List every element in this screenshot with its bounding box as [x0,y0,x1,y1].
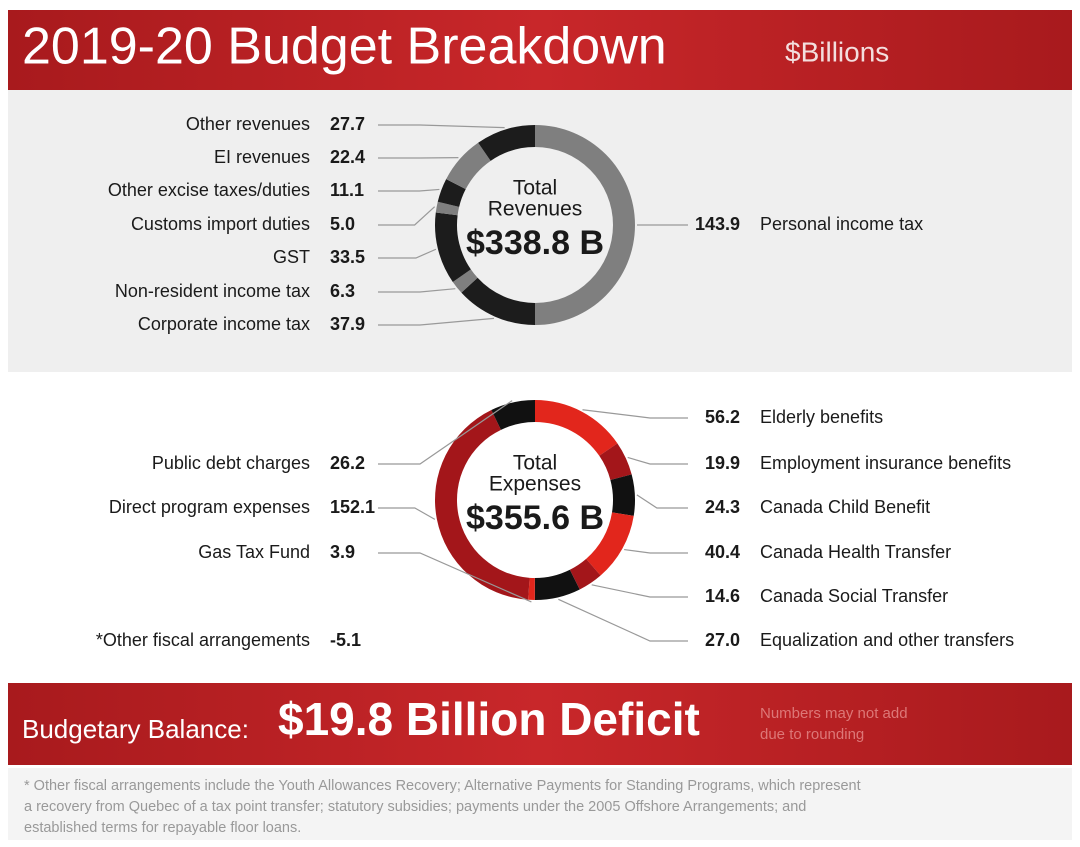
total-label: $338.8 B [466,224,604,262]
balance-value: $19.8 Billion Deficit [278,693,700,745]
category-label: Public debt charges [152,453,310,473]
donut-segment [586,512,634,576]
value-label: 33.5 [330,247,365,267]
category-label: GST [273,247,310,267]
category-label: Other revenues [186,114,310,134]
donut-segment [535,125,635,325]
value-label: 14.6 [705,586,740,606]
category-label: Personal income tax [760,214,923,234]
value-label: 37.9 [330,314,365,334]
donut-segment [610,474,635,516]
category-label: Corporate income tax [138,314,310,334]
center-label: Expenses [489,473,581,496]
balance-note: due to rounding [760,726,864,743]
footnote-panel [8,768,1072,840]
value-label: 40.4 [705,542,740,562]
donut-segment [535,400,618,456]
category-label: Equalization and other transfers [760,630,1014,650]
value-label: 27.0 [705,630,740,650]
value-label: 11.1 [330,180,364,200]
leader-line [582,409,688,419]
donut-segment [478,125,535,161]
leader-line [378,248,437,259]
balance-label: Budgetary Balance: [22,714,249,744]
category-label: Customs import duties [131,214,310,234]
category-label: Non-resident income tax [115,281,310,301]
leader-line [636,494,688,509]
donut-segment [461,277,535,325]
value-label: 22.4 [330,147,365,167]
donut-segment [534,569,580,600]
balance-band [8,683,1072,765]
value-label: 5.0 [330,214,355,234]
donut-segment [446,142,491,190]
donut-segment [437,179,466,207]
category-label: Other excise taxes/duties [108,180,310,200]
category-label: Elderly benefits [760,407,883,427]
header-band [8,10,1072,90]
balance-note: Numbers may not add [760,705,908,722]
footnote: established terms for repayable floor lo… [24,820,301,836]
category-label: Canada Social Transfer [760,586,948,606]
donut-segment [569,558,601,590]
total-label: $355.6 B [466,499,604,537]
leader-line [624,548,688,554]
value-label: -5.1 [330,630,361,650]
category-label: Canada Health Transfer [760,542,951,562]
center-label: Revenues [488,198,583,221]
leader-line [378,124,505,129]
value-label: 26.2 [330,453,365,473]
donut-segment [528,577,535,600]
footnote: a recovery from Quebec of a tax point tr… [24,799,806,815]
donut-segment [435,201,460,216]
leader-line [378,288,456,293]
leader-line [627,456,688,465]
leader-line [378,317,495,326]
value-label: 56.2 [705,407,740,427]
unit: $Billions [785,36,889,67]
value-label: 143.9 [695,214,740,234]
donut-segment [434,410,530,600]
leader-line [378,206,436,226]
category-label: EI revenues [214,147,310,167]
leader-line [378,552,532,603]
center-label: Total [513,452,557,475]
category-label: Direct program expenses [109,497,310,517]
value-label: 6.3 [330,281,355,301]
category-label: Gas Tax Fund [198,542,310,562]
center-label: Total [513,177,557,200]
donut-segment [599,443,632,480]
category-label: Employment insurance benefits [760,453,1011,473]
leader-line [378,188,440,192]
leader-line [378,507,436,520]
title: 2019-20 Budget Breakdown [22,18,667,76]
value-label: 24.3 [705,497,740,517]
value-label: 3.9 [330,542,355,562]
leader-line [558,598,688,642]
leader-line [591,584,688,598]
value-label: 27.7 [330,114,365,134]
leader-line [378,400,513,465]
donut-segment [434,212,471,282]
value-label: 152.1 [330,497,375,517]
category-label: *Other fiscal arrangements [96,630,310,650]
value-label: 19.9 [705,453,740,473]
footnote: * Other fiscal arrangements include the … [24,778,861,794]
category-label: Canada Child Benefit [760,497,930,517]
donut-segment [452,269,478,293]
